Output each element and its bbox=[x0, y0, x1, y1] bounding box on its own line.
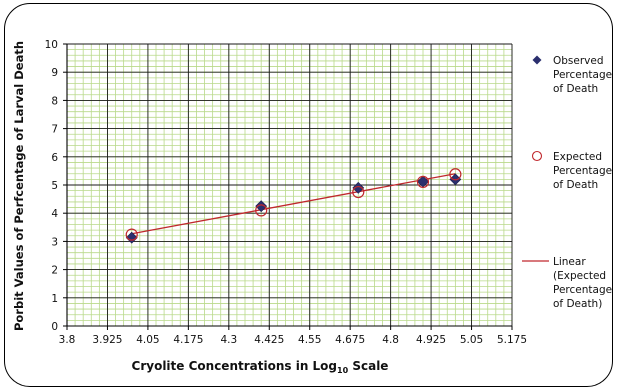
legend-label-line: Expected bbox=[553, 151, 602, 163]
y-tick-label: 5 bbox=[51, 180, 58, 192]
legend-label-line: Linear bbox=[553, 256, 586, 268]
x-tick-label: 4.925 bbox=[416, 334, 446, 346]
x-tick-label: 3.925 bbox=[92, 334, 122, 346]
x-tick-label: 4.3 bbox=[220, 334, 237, 346]
legend: Observed Percentage of Death Expected Percen… bbox=[522, 55, 612, 310]
x-axis-title-main: Cryolite Concentrations in Log bbox=[132, 359, 337, 373]
y-tick-label: 7 bbox=[51, 124, 58, 136]
x-axis-title-subscript: 10 bbox=[337, 366, 349, 373]
data-marks bbox=[125, 168, 462, 244]
y-axis-title: Porbit Values of Perfcentage of Larval D… bbox=[12, 41, 26, 331]
trendline-linear bbox=[131, 173, 456, 235]
expected-point bbox=[416, 175, 430, 188]
x-tick-label: 5.175 bbox=[497, 334, 527, 346]
x-axis-title-tail: Scale bbox=[348, 359, 388, 373]
y-tick-label: 4 bbox=[51, 208, 58, 220]
axes bbox=[63, 43, 513, 330]
legend-label-line: of Death bbox=[553, 83, 598, 95]
y-tick-label: 1 bbox=[51, 293, 58, 305]
observed-point bbox=[125, 231, 138, 244]
plot-grid bbox=[66, 43, 513, 327]
chart: 3.8 3.925 4.05 4.175 4.3 4.425 4.55 4.675 4.8 4.9… bbox=[12, 39, 612, 373]
expected-point bbox=[255, 204, 268, 217]
x-tick-label: 4.55 bbox=[298, 334, 321, 346]
tick-labels: 3.8 3.925 4.05 4.175 4.3 4.425 4.55 4.675 4.8 4.9… bbox=[45, 39, 527, 346]
x-axis-title: Cryolite Concentrations in Log10 Scale bbox=[132, 359, 389, 373]
x-tick-label: 3.8 bbox=[59, 334, 76, 346]
observed-point bbox=[352, 181, 365, 194]
x-tick-label: 5.05 bbox=[460, 334, 483, 346]
x-tick-label: 4.675 bbox=[335, 334, 365, 346]
expected-point bbox=[125, 228, 138, 241]
legend-label-line: (Expected bbox=[553, 270, 606, 282]
expected-point bbox=[449, 168, 462, 181]
y-tick-label: 6 bbox=[51, 152, 58, 164]
x-tick-label: 4.05 bbox=[136, 334, 159, 346]
x-tick-label: 4.175 bbox=[173, 334, 203, 346]
legend-marker-expected bbox=[531, 150, 543, 162]
legend-label-line: of Death bbox=[553, 179, 598, 191]
x-tick-label: 4.8 bbox=[382, 334, 399, 346]
y-tick-label: 0 bbox=[51, 321, 58, 333]
expected-point bbox=[352, 185, 365, 199]
legend-label-line: of Death) bbox=[553, 298, 602, 310]
legend-marker-observed bbox=[532, 55, 542, 65]
legend-label-line: Percentage bbox=[553, 284, 612, 296]
legend-label-line: Observed bbox=[553, 55, 604, 67]
y-tick-label: 10 bbox=[45, 39, 58, 51]
legend-label-line: Percentage bbox=[553, 69, 612, 81]
legend-label-line: Percentage bbox=[553, 165, 612, 177]
y-tick-label: 3 bbox=[51, 236, 58, 248]
y-tick-label: 8 bbox=[51, 95, 58, 107]
y-tick-label: 9 bbox=[51, 67, 58, 79]
y-tick-label: 2 bbox=[51, 265, 58, 277]
observed-point bbox=[255, 200, 268, 213]
x-tick-label: 4.425 bbox=[254, 334, 284, 346]
